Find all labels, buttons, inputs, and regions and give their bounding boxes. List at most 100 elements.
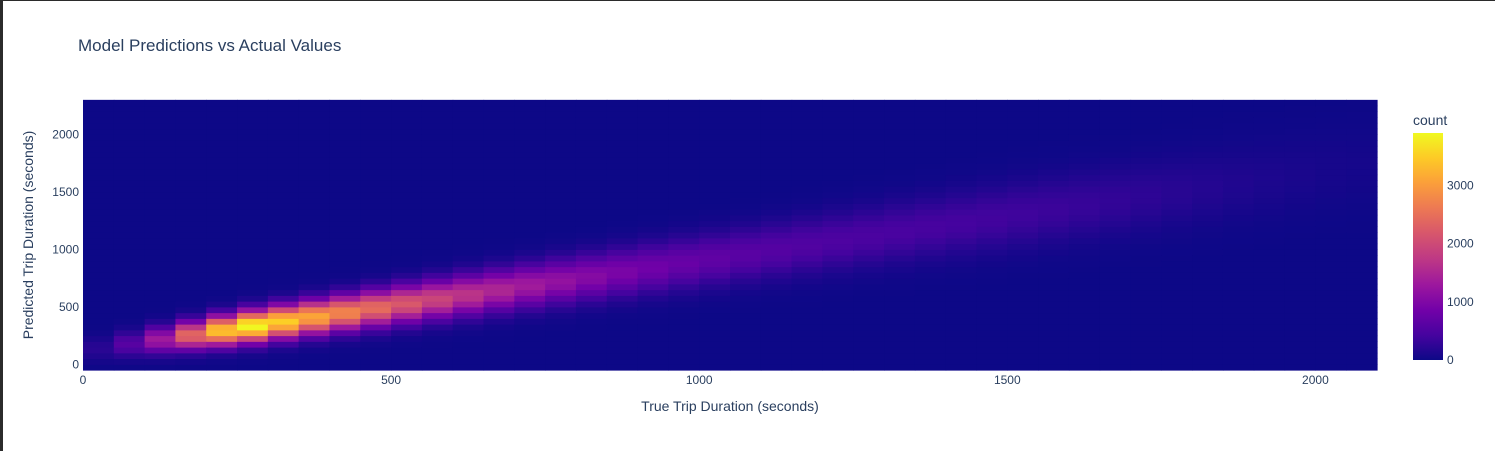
heatmap-cell bbox=[1130, 272, 1162, 279]
heatmap-cell bbox=[1038, 295, 1070, 302]
heatmap-cell bbox=[175, 122, 207, 130]
heatmap-cell bbox=[914, 232, 947, 239]
heatmap-cell bbox=[545, 306, 577, 314]
heatmap-cell bbox=[237, 111, 269, 118]
heatmap-cell bbox=[298, 289, 331, 296]
heatmap-cell bbox=[884, 140, 916, 147]
heatmap-cell bbox=[391, 151, 423, 158]
heatmap-cell bbox=[668, 209, 700, 216]
heatmap-cell bbox=[1038, 99, 1070, 107]
heatmap-cell bbox=[606, 249, 639, 256]
heatmap-cell bbox=[144, 105, 177, 112]
heatmap-cell bbox=[206, 266, 238, 273]
heatmap-cell bbox=[606, 301, 639, 308]
heatmap-cell bbox=[914, 260, 947, 268]
heatmap-cell bbox=[976, 341, 1008, 348]
heatmap-cell bbox=[237, 180, 269, 187]
heatmap-cell bbox=[606, 157, 639, 164]
heatmap-cell bbox=[144, 168, 177, 176]
heatmap-cell bbox=[1253, 283, 1286, 291]
heatmap-cell bbox=[237, 266, 269, 273]
heatmap-cell bbox=[267, 341, 300, 348]
heatmap-cell bbox=[329, 134, 361, 141]
heatmap-cell bbox=[545, 174, 577, 181]
heatmap-cell bbox=[1130, 186, 1162, 193]
heatmap-cell bbox=[1222, 128, 1255, 135]
heatmap-cell bbox=[1038, 289, 1070, 296]
heatmap-cell bbox=[237, 324, 269, 331]
heatmap-cell bbox=[545, 295, 577, 302]
heatmap-cell bbox=[1130, 197, 1162, 204]
heatmap-cell bbox=[668, 203, 700, 210]
heatmap-cell bbox=[1099, 163, 1132, 170]
heatmap-cell bbox=[267, 174, 300, 181]
heatmap-cell bbox=[791, 191, 824, 199]
heatmap-cell bbox=[791, 341, 824, 348]
heatmap-cell bbox=[1068, 237, 1101, 245]
heatmap-cell bbox=[360, 140, 392, 147]
heatmap-cell bbox=[452, 318, 485, 325]
heatmap-cell bbox=[575, 122, 608, 130]
heatmap-cell bbox=[822, 352, 854, 360]
heatmap-cell bbox=[1284, 301, 1316, 308]
heatmap-cell bbox=[791, 260, 824, 268]
heatmap-cell bbox=[1038, 145, 1070, 153]
heatmap-cell bbox=[237, 214, 269, 222]
heatmap-cell bbox=[606, 237, 639, 245]
heatmap-cell bbox=[267, 318, 300, 325]
heatmap-cell bbox=[976, 180, 1008, 187]
heatmap-cell bbox=[1099, 99, 1132, 107]
heatmap-cell bbox=[175, 145, 207, 153]
heatmap-cell bbox=[545, 117, 577, 124]
heatmap-cell bbox=[945, 301, 978, 308]
heatmap-cell bbox=[699, 278, 731, 285]
heatmap-cell bbox=[699, 99, 731, 107]
heatmap-cell bbox=[483, 117, 515, 124]
heatmap-cell bbox=[175, 278, 207, 285]
x-tick-label: 500 bbox=[381, 373, 401, 387]
heatmap-cell bbox=[329, 157, 361, 164]
heatmap-cell bbox=[637, 145, 669, 153]
heatmap-cell bbox=[514, 352, 546, 360]
heatmap-cell bbox=[175, 128, 207, 135]
heatmap-cell bbox=[976, 352, 1008, 360]
heatmap-cell bbox=[1099, 122, 1132, 130]
heatmap-cell bbox=[329, 226, 361, 233]
heatmap-cell bbox=[1346, 364, 1378, 371]
heatmap-cell bbox=[606, 134, 639, 141]
heatmap-cell bbox=[1007, 255, 1039, 262]
heatmap-cell bbox=[1222, 289, 1255, 296]
heatmap-cell bbox=[575, 180, 608, 187]
heatmap-cell bbox=[1284, 151, 1316, 158]
heatmap-cell bbox=[1284, 324, 1316, 331]
heatmap-cell bbox=[483, 283, 515, 291]
heatmap-cell bbox=[1284, 180, 1316, 187]
heatmap-cell bbox=[884, 260, 916, 268]
heatmap-cell bbox=[1068, 174, 1101, 181]
heatmap-cell bbox=[1007, 260, 1039, 268]
heatmap-cell bbox=[237, 237, 269, 245]
heatmap-cell bbox=[884, 347, 916, 354]
heatmap-cell bbox=[421, 157, 454, 164]
heatmap-cell bbox=[699, 301, 731, 308]
heatmap-cell bbox=[113, 318, 146, 325]
heatmap-cell bbox=[206, 111, 238, 118]
heatmap-cell bbox=[760, 255, 793, 262]
heatmap-cell bbox=[1253, 329, 1286, 337]
heatmap-cell bbox=[575, 352, 608, 360]
heatmap-cell bbox=[391, 335, 423, 342]
heatmap-cell bbox=[791, 232, 824, 239]
heatmap-cell bbox=[206, 341, 238, 348]
heatmap-cell bbox=[237, 157, 269, 164]
heatmap-cell bbox=[1038, 232, 1070, 239]
heatmap-cell bbox=[329, 180, 361, 187]
heatmap-cell bbox=[1253, 324, 1286, 331]
heatmap-cell bbox=[606, 151, 639, 158]
heatmap-cell bbox=[1038, 301, 1070, 308]
heatmap-cell bbox=[1192, 203, 1224, 210]
heatmap-cell bbox=[298, 295, 331, 302]
heatmap-cell bbox=[267, 358, 300, 365]
heatmap-cell bbox=[421, 341, 454, 348]
heatmap-cell bbox=[514, 335, 546, 342]
heatmap-cell bbox=[1315, 237, 1347, 245]
